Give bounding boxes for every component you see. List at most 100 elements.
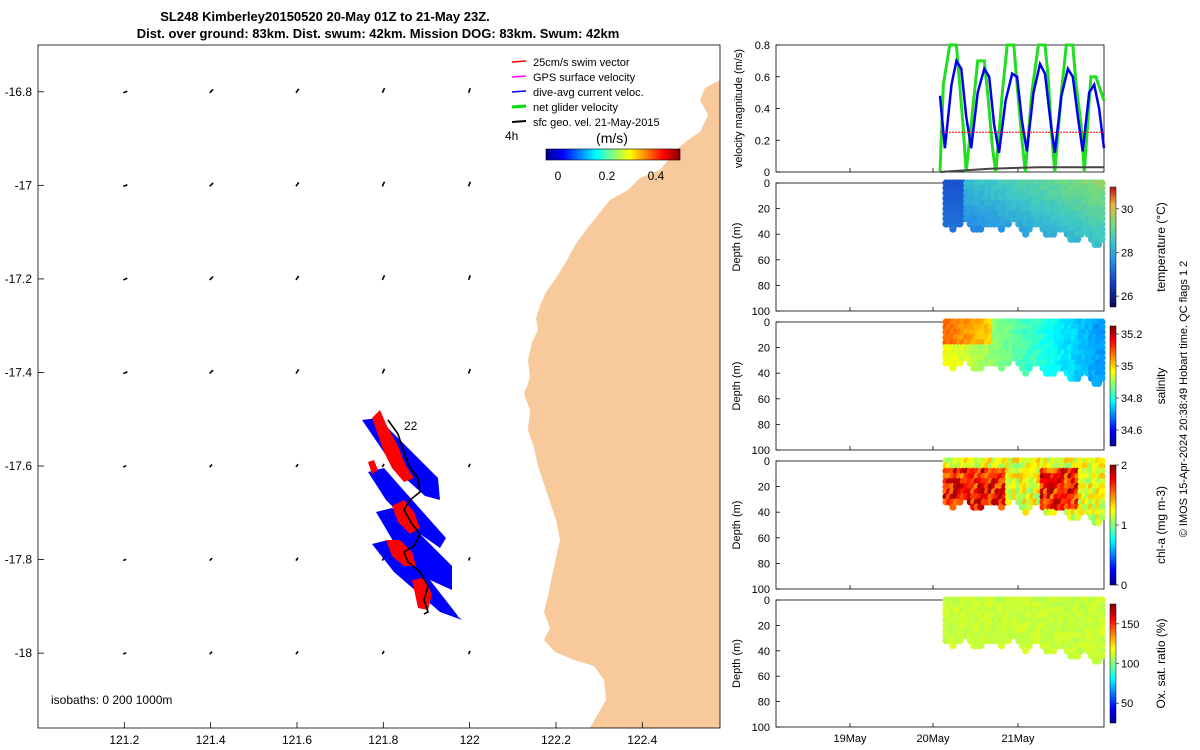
map-ytick-label: -17.8 bbox=[5, 553, 33, 567]
legend-swatch bbox=[511, 104, 527, 109]
glider-track bbox=[362, 410, 462, 620]
legend-swatch bbox=[511, 75, 527, 78]
profile-dot bbox=[1094, 379, 1103, 387]
profile-dot bbox=[997, 503, 1006, 511]
profile-dot bbox=[1098, 621, 1106, 630]
profile-dot bbox=[997, 364, 1006, 372]
map-ytick-label: -17.6 bbox=[5, 459, 33, 473]
profile-dot bbox=[1004, 637, 1013, 645]
series-line bbox=[939, 166, 1104, 173]
profile-dot bbox=[1098, 328, 1106, 336]
map-frame bbox=[37, 44, 721, 729]
panel-ylabel: Depth (m) bbox=[731, 223, 743, 272]
panel-ytick-label: 80 bbox=[758, 558, 770, 570]
surface-vector bbox=[209, 182, 214, 187]
glider-track-line bbox=[387, 419, 429, 615]
profile-dot bbox=[1049, 369, 1058, 377]
panel-ytick-label: 80 bbox=[758, 697, 770, 709]
surface-vector bbox=[467, 87, 472, 94]
speedbar-rect bbox=[545, 148, 681, 161]
panel-ytick-label: 100 bbox=[752, 445, 770, 457]
panel-ytick-label: 20 bbox=[758, 343, 770, 355]
profile-dot bbox=[949, 503, 957, 511]
time-tick-label: 21May bbox=[1001, 733, 1035, 745]
panel-ytick-label: 0.6 bbox=[755, 72, 770, 84]
profile-dot bbox=[1025, 364, 1033, 372]
profile-dot bbox=[1098, 333, 1106, 341]
profile-panels: velocity magnitude (m/s) 0 0.2 0.4 0.6 0.8 Dep… bbox=[731, 40, 1168, 745]
profile-dot bbox=[1098, 503, 1106, 511]
speed-colorbar-title: (m/s) bbox=[596, 130, 628, 146]
profile-dot bbox=[1098, 498, 1106, 506]
surface-vector bbox=[209, 651, 213, 655]
map-xtick-label: 121.4 bbox=[196, 733, 226, 747]
profile-dot bbox=[1098, 338, 1106, 347]
profile-dot bbox=[1098, 189, 1106, 197]
profile-dot bbox=[1022, 647, 1030, 655]
profile-dot bbox=[977, 225, 985, 233]
surface-vector bbox=[467, 181, 472, 187]
surface-vector bbox=[209, 275, 214, 281]
profile-dot bbox=[1098, 179, 1106, 187]
land-coastline bbox=[524, 80, 720, 728]
profile-dot bbox=[1098, 632, 1106, 640]
profile-dot bbox=[1025, 642, 1033, 650]
panel-ytick-label: 100 bbox=[752, 306, 770, 318]
profile-dot bbox=[1098, 225, 1106, 233]
colorbar-tick-label: 26 bbox=[1121, 291, 1133, 303]
colorbar-rect bbox=[1109, 325, 1117, 447]
surface-vector bbox=[209, 88, 214, 94]
panel-ytick-label: 40 bbox=[758, 229, 770, 241]
profile-dot bbox=[1098, 601, 1106, 609]
profile-dot bbox=[1098, 210, 1106, 218]
profile-dot bbox=[1098, 596, 1106, 604]
profile-dot bbox=[1098, 364, 1106, 372]
speed-colorbar: 0 0.2 0.4 bbox=[545, 148, 681, 183]
map-panel: 121.2 121.4 121.6 121.8 122 122.2 122.4 -16.8 -1… bbox=[5, 44, 721, 747]
profile-dot bbox=[1025, 225, 1033, 233]
profile-dot bbox=[1022, 369, 1030, 377]
surface-vector bbox=[381, 368, 386, 374]
panel-ylabel: Depth (m) bbox=[731, 639, 743, 688]
profile-dot bbox=[1077, 369, 1085, 377]
panel-ytick-label: 0 bbox=[764, 178, 770, 190]
surface-vector bbox=[467, 463, 471, 468]
colorbar-tick-label: 28 bbox=[1121, 247, 1133, 259]
track-label: 22 bbox=[404, 419, 418, 433]
colorbar-tick-label: 50 bbox=[1121, 698, 1133, 710]
profile-dot bbox=[997, 642, 1006, 650]
profile-dot bbox=[977, 364, 985, 372]
map-xtick-label: 122.2 bbox=[541, 733, 571, 747]
profile-dot bbox=[1025, 503, 1033, 511]
profile-dot bbox=[1049, 508, 1058, 516]
panel-ytick-label: 20 bbox=[758, 482, 770, 494]
surface-vector bbox=[467, 650, 471, 655]
profile-dot bbox=[1074, 235, 1082, 243]
legend-swatch bbox=[511, 120, 527, 123]
surface-vector bbox=[209, 369, 214, 375]
panel-1: Depth (m) 0 20 40 60 80 100 26 28 30 temperature (… bbox=[731, 178, 1168, 318]
speedbar-tick-label: 0.2 bbox=[599, 169, 616, 183]
map-ytick-label: -17 bbox=[15, 178, 33, 192]
swim-vector-area bbox=[412, 578, 432, 610]
legend-label: dive-avg current veloc. bbox=[533, 87, 644, 99]
map-ytick-label: -16.8 bbox=[5, 85, 33, 99]
colorbar-tick-label: 34.8 bbox=[1121, 393, 1142, 405]
swim-vector-area bbox=[386, 540, 416, 566]
panel-ytick-label: 0 bbox=[764, 595, 770, 607]
surface-vector bbox=[381, 181, 386, 187]
colorbar-tick-label: 0 bbox=[1121, 580, 1127, 592]
profile-dot bbox=[1098, 349, 1106, 357]
map-xtick-label: 121.2 bbox=[109, 733, 139, 747]
profile-dot bbox=[1004, 359, 1013, 367]
surface-vector bbox=[467, 557, 471, 561]
surface-vector bbox=[123, 183, 128, 188]
colorbar-tick-label: 34.6 bbox=[1121, 425, 1142, 437]
credit-text: © IMOS 15-Apr-2024 20:38:49 Hobart time.… bbox=[1178, 261, 1190, 538]
panel-ylabel: Depth (m) bbox=[731, 362, 743, 411]
profile-dot bbox=[1098, 647, 1106, 655]
panel-ytick-label: 0.4 bbox=[755, 104, 770, 116]
map-ytick-label: -17.2 bbox=[5, 272, 33, 286]
map-xtick-label: 122.4 bbox=[627, 733, 657, 747]
